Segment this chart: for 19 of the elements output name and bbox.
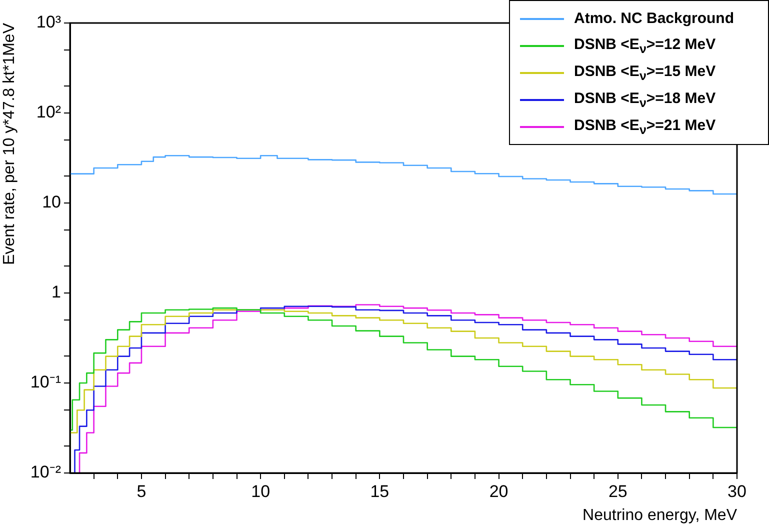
y-axis-title: Event rate, per 10 y*47.8 kt*1MeV: [1, 22, 18, 265]
x-axis-title: Neutrino energy, MeV: [582, 506, 738, 524]
x-tick-label: 20: [489, 482, 508, 501]
y-tick-label: 10³: [36, 12, 62, 32]
legend-label: DSNB <E$_{ν}$>=12 MeV: [574, 36, 716, 56]
y-tick-label: 10⁻¹: [30, 372, 62, 392]
x-tick-label: 5: [136, 482, 146, 501]
legend-label: DSNB <E$_{ν}$>=21 MeV: [574, 116, 716, 136]
y-tick-label: 10⁻²: [30, 462, 62, 482]
legend-label: Atmo. NC Background: [574, 10, 734, 27]
y-tick-label: 10: [42, 192, 61, 212]
y-tick-label: 10²: [36, 102, 62, 122]
x-tick-label: 30: [728, 482, 746, 501]
legend-label: DSNB <E$_{ν}$>=15 MeV: [574, 62, 716, 82]
x-tick-label: 15: [370, 482, 390, 501]
legend-label: DSNB <E$_{ν}$>=18 MeV: [574, 90, 716, 110]
x-tick-label: 25: [608, 482, 628, 501]
y-tick-label: 1: [52, 282, 61, 302]
x-tick-label: 10: [251, 482, 270, 501]
